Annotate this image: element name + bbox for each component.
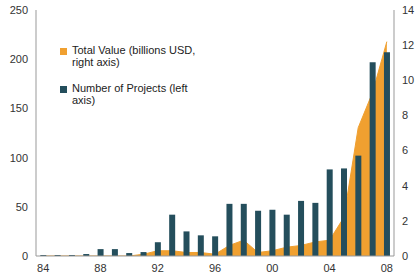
svg-text:100: 100 — [10, 152, 28, 164]
svg-text:250: 250 — [10, 4, 28, 16]
svg-text:200: 200 — [10, 53, 28, 65]
svg-text:96: 96 — [209, 262, 221, 274]
svg-text:10: 10 — [402, 74, 412, 86]
svg-text:04: 04 — [323, 262, 335, 274]
svg-text:14: 14 — [402, 4, 412, 16]
html-text:Number of Projects (left axis): Number of Projects (left axis) — [72, 82, 188, 106]
svg-text:150: 150 — [10, 102, 28, 114]
svg-text:0: 0 — [22, 250, 28, 262]
svg-text:08: 08 — [381, 262, 393, 274]
html-text:Total Value (billions USD, rig: Total Value (billions USD, right axis) — [72, 44, 196, 68]
svg-text:50: 50 — [16, 201, 28, 213]
svg-text:2: 2 — [402, 215, 408, 227]
svg-text:92: 92 — [152, 262, 164, 274]
svg-text:12: 12 — [402, 39, 412, 51]
svg-text:00: 00 — [266, 262, 278, 274]
svg-text:84: 84 — [37, 262, 49, 274]
svg-text:4: 4 — [402, 180, 408, 192]
svg-text:0: 0 — [402, 250, 408, 262]
svg-text:8: 8 — [402, 109, 408, 121]
svg-text:88: 88 — [94, 262, 106, 274]
svg-text:6: 6 — [402, 144, 408, 156]
